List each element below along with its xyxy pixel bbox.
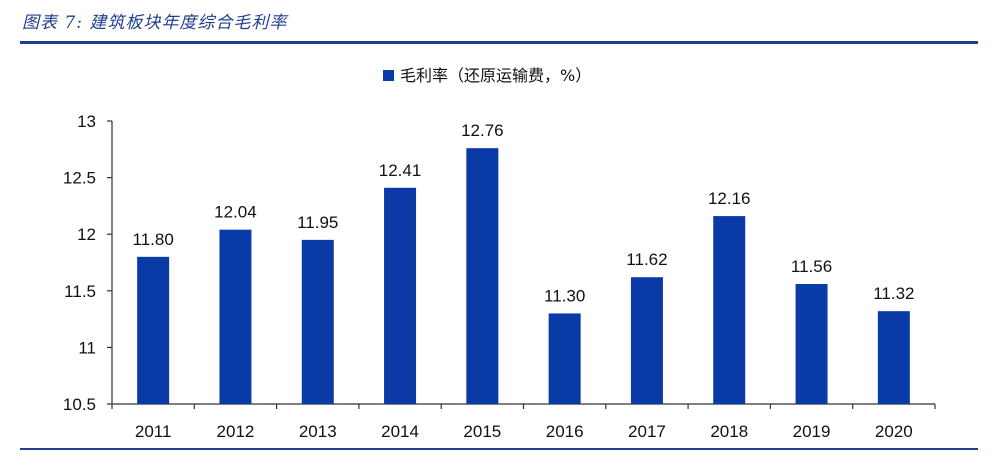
y-tick-label: 12.5 [63, 169, 96, 188]
data-label: 11.30 [544, 286, 585, 305]
x-tick-label: 2018 [710, 422, 748, 441]
y-tick-label: 11.5 [64, 282, 96, 301]
y-tick-label: 11 [78, 338, 96, 357]
legend-swatch [383, 70, 394, 81]
x-tick-label: 2016 [546, 422, 584, 441]
data-label: 11.56 [791, 257, 832, 276]
bar [466, 148, 499, 404]
bottom-divider [20, 448, 978, 450]
data-label: 11.32 [873, 284, 914, 303]
bar [713, 216, 746, 404]
data-label: 12.41 [379, 161, 422, 180]
data-label: 12.04 [214, 203, 257, 222]
x-tick-label: 2015 [463, 422, 501, 441]
title-divider [20, 41, 978, 44]
y-tick-label: 13 [77, 112, 96, 131]
data-label: 12.76 [461, 121, 504, 140]
x-tick-label: 2017 [628, 422, 666, 441]
bar [384, 187, 417, 404]
x-tick-label: 2012 [217, 422, 255, 441]
x-tick-label: 2019 [793, 422, 831, 441]
bar [630, 277, 663, 404]
figure-title: 图表 7: 建筑板块年度综合毛利率 [22, 13, 288, 33]
x-tick-label: 2013 [299, 422, 337, 441]
x-tick-label: 2020 [875, 422, 913, 441]
data-label: 11.80 [133, 230, 174, 249]
bar [137, 256, 170, 404]
y-tick-label: 12 [77, 225, 96, 244]
x-tick-label: 2014 [381, 422, 419, 441]
bar [795, 284, 828, 404]
data-label: 11.95 [297, 213, 338, 232]
bar [301, 239, 334, 404]
legend-label: 毛利率（还原运输费，%） [400, 66, 591, 85]
data-label: 11.62 [626, 250, 667, 269]
x-tick-label: 2011 [135, 422, 172, 441]
bar [219, 229, 252, 404]
bar [548, 313, 581, 404]
y-tick-label: 10.5 [63, 395, 96, 414]
data-label: 12.16 [708, 189, 751, 208]
bar [877, 311, 910, 404]
